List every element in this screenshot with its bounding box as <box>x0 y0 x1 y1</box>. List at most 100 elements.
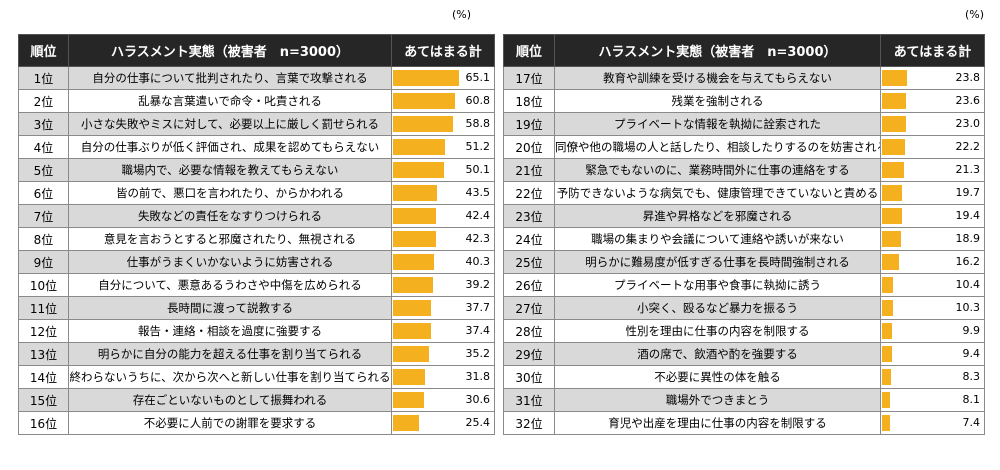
value-cell: 37.7 <box>391 296 495 320</box>
table-row: 2位 乱暴な言葉遣いで命令・叱責される 60.8 <box>18 89 495 113</box>
item-label: 同僚や他の職場の人と話したり、相談したりするのを妨害される <box>554 135 881 159</box>
table-row: 16位 不必要に人前での謝罪を要求する 25.4 <box>18 411 495 435</box>
rank-cell: 12位 <box>18 319 69 343</box>
rank-cell: 26位 <box>503 273 555 297</box>
bar <box>882 254 899 270</box>
value-cell: 10.4 <box>880 273 985 297</box>
item-label: 明らかに自分の能力を超える仕事を割り当てられる <box>68 342 392 366</box>
table-row: 28位 性別を理由に仕事の内容を制限する 9.9 <box>503 319 985 343</box>
rank-cell: 30位 <box>503 365 555 389</box>
value-cell: 58.8 <box>391 112 495 136</box>
table-row: 27位 小突く、殴るなど暴力を振るう 10.3 <box>503 296 985 320</box>
value-label: 10.3 <box>955 301 981 314</box>
value-label: 21.3 <box>955 163 981 176</box>
item-label: 不必要に人前での謝罪を要求する <box>68 411 392 435</box>
value-label: 40.3 <box>465 255 491 268</box>
value-label: 43.5 <box>465 186 491 199</box>
rank-cell: 1位 <box>18 66 69 90</box>
bar <box>393 323 432 339</box>
rank-cell: 14位 <box>18 365 69 389</box>
bar <box>393 415 419 431</box>
table-row: 3位 小さな失敗やミスに対して、必要以上に厳しく罰せられる 58.8 <box>18 112 495 136</box>
rank-cell: 13位 <box>18 342 69 366</box>
value-cell: 8.3 <box>880 365 985 389</box>
value-cell: 19.4 <box>880 204 985 228</box>
bar <box>882 392 891 408</box>
table-row: 4位 自分の仕事ぶりが低く評価され、成果を認めてもらえない 51.2 <box>18 135 495 159</box>
value-cell: 65.1 <box>391 66 495 90</box>
value-label: 58.8 <box>465 117 491 130</box>
rank-cell: 31位 <box>503 388 555 412</box>
value-cell: 23.6 <box>880 89 985 113</box>
header-rank: 順位 <box>18 34 69 67</box>
value-label: 19.7 <box>955 186 981 199</box>
rank-cell: 20位 <box>503 135 555 159</box>
item-label: 性別を理由に仕事の内容を制限する <box>554 319 881 343</box>
item-label: プライベートな用事や食事に執拗に誘う <box>554 273 881 297</box>
rank-cell: 11位 <box>18 296 69 320</box>
bar <box>882 415 890 431</box>
table-row: 25位 明らかに難易度が低すぎる仕事を長時間強制される 16.2 <box>503 250 985 274</box>
table-row: 32位 育児や出産を理由に仕事の内容を制限する 7.4 <box>503 411 985 435</box>
value-cell: 22.2 <box>880 135 985 159</box>
value-label: 31.8 <box>465 370 491 383</box>
bar <box>393 300 432 316</box>
rank-cell: 8位 <box>18 227 69 251</box>
value-cell: 42.4 <box>391 204 495 228</box>
item-label: 乱暴な言葉遣いで命令・叱責される <box>68 89 392 113</box>
rank-cell: 4位 <box>18 135 69 159</box>
value-label: 42.3 <box>465 232 491 245</box>
ranking-table-left: 順位 ハラスメント実態（被害者 n=3000） あてはまる計 1位 自分の仕事につ… <box>18 34 495 435</box>
table-row: 18位 残業を強制される 23.6 <box>503 89 985 113</box>
item-label: 皆の前で、悪口を言われたり、からかわれる <box>68 181 392 205</box>
table-row: 20位 同僚や他の職場の人と話したり、相談したりするのを妨害される 22.2 <box>503 135 985 159</box>
bar <box>882 300 893 316</box>
bar <box>882 116 906 132</box>
bar <box>882 277 893 293</box>
bar <box>882 185 903 201</box>
item-label: 自分の仕事ぶりが低く評価され、成果を認めてもらえない <box>68 135 392 159</box>
value-label: 18.9 <box>955 232 981 245</box>
bar <box>393 231 437 247</box>
item-label: 酒の席で、飲酒や酌を強要する <box>554 342 881 366</box>
bar <box>882 346 892 362</box>
table-row: 15位 存在ごといないものとして振舞われる 30.6 <box>18 388 495 412</box>
value-cell: 8.1 <box>880 388 985 412</box>
bar <box>882 231 902 247</box>
value-label: 9.4 <box>962 347 981 360</box>
value-label: 8.3 <box>962 370 981 383</box>
value-cell: 16.2 <box>880 250 985 274</box>
value-label: 39.2 <box>465 278 491 291</box>
item-label: 終わらないうちに、次から次へと新しい仕事を割り当てられる <box>68 365 392 389</box>
value-cell: 42.3 <box>391 227 495 251</box>
item-label: 明らかに難易度が低すぎる仕事を長時間強制される <box>554 250 881 274</box>
table-row: 8位 意見を言おうとすると邪魔されたり、無視される 42.3 <box>18 227 495 251</box>
value-label: 10.4 <box>955 278 981 291</box>
bar <box>882 162 904 178</box>
table-row: 23位 昇進や昇格などを邪魔される 19.4 <box>503 204 985 228</box>
value-cell: 18.9 <box>880 227 985 251</box>
item-label: 職場の集まりや会議について連絡や誘いが来ない <box>554 227 881 251</box>
item-label: 意見を言おうとすると邪魔されたり、無視される <box>68 227 392 251</box>
value-cell: 43.5 <box>391 181 495 205</box>
bar <box>393 277 433 293</box>
rank-cell: 24位 <box>503 227 555 251</box>
table-row: 29位 酒の席で、飲酒や酌を強要する 9.4 <box>503 342 985 366</box>
bar <box>393 70 460 86</box>
value-label: 51.2 <box>465 140 491 153</box>
table-row: 7位 失敗などの責任をなすりつけられる 42.4 <box>18 204 495 228</box>
item-label: 不必要に異性の体を触る <box>554 365 881 389</box>
rank-cell: 23位 <box>503 204 555 228</box>
table-row: 12位 報告・連絡・相談を過度に強要する 37.4 <box>18 319 495 343</box>
rank-cell: 28位 <box>503 319 555 343</box>
value-cell: 7.4 <box>880 411 985 435</box>
value-label: 22.2 <box>955 140 981 153</box>
table-row: 17位 教育や訓練を受ける機会を与えてもらえない 23.8 <box>503 66 985 90</box>
value-cell: 9.9 <box>880 319 985 343</box>
item-label: プライベートな情報を執拗に詮索された <box>554 112 881 136</box>
value-cell: 31.8 <box>391 365 495 389</box>
item-label: 残業を強制される <box>554 89 881 113</box>
item-label: 報告・連絡・相談を過度に強要する <box>68 319 392 343</box>
bar <box>393 346 429 362</box>
rank-cell: 27位 <box>503 296 555 320</box>
